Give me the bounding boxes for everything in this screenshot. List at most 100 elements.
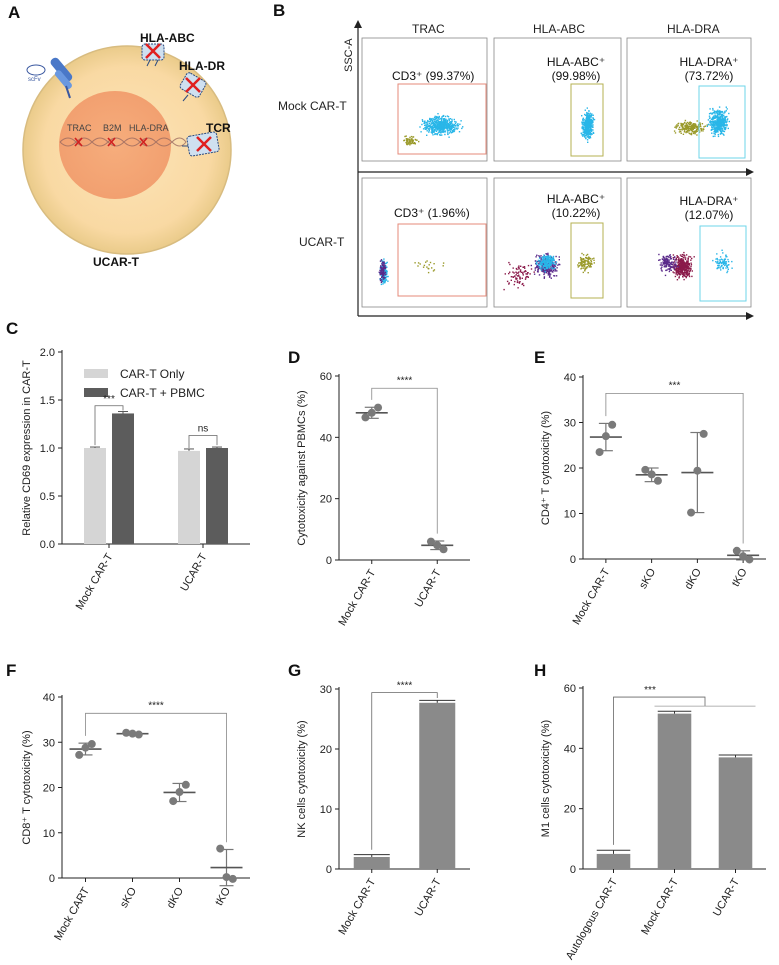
event-dot bbox=[448, 129, 450, 131]
event-dot bbox=[553, 266, 555, 268]
event-dot bbox=[540, 264, 542, 267]
event-dot bbox=[718, 128, 721, 130]
event-dot bbox=[669, 265, 671, 268]
event-dot bbox=[590, 262, 592, 264]
event-dot bbox=[708, 113, 711, 115]
event-dot bbox=[415, 139, 417, 141]
event-dot bbox=[450, 122, 452, 124]
legend-label: CAR-T + PBMC bbox=[120, 386, 205, 400]
event-dot bbox=[678, 257, 680, 259]
event-dot bbox=[546, 264, 548, 267]
marker-hla-dr: HLA-DR bbox=[179, 59, 225, 73]
event-dot bbox=[718, 118, 720, 121]
event-dot bbox=[591, 263, 593, 265]
event-dot bbox=[544, 265, 546, 268]
x-tick-label: UCAR-T bbox=[413, 876, 444, 918]
event-dot bbox=[441, 129, 443, 131]
event-dot bbox=[674, 132, 677, 134]
flow-plot-frame bbox=[361, 177, 488, 308]
event-dot bbox=[542, 257, 545, 259]
event-dot bbox=[660, 269, 663, 271]
data-point bbox=[601, 432, 610, 441]
event-dot bbox=[522, 272, 524, 275]
event-dot bbox=[721, 127, 723, 129]
event-dot bbox=[436, 133, 439, 136]
event-dot bbox=[512, 271, 514, 273]
event-dot bbox=[581, 115, 583, 117]
event-dot bbox=[539, 263, 541, 265]
event-dot bbox=[443, 122, 446, 124]
event-dot bbox=[386, 266, 388, 268]
event-dot bbox=[457, 123, 459, 125]
event-dot bbox=[720, 110, 722, 113]
event-dot bbox=[543, 271, 545, 273]
event-dot bbox=[543, 273, 545, 276]
event-dot bbox=[405, 138, 408, 140]
event-dot bbox=[404, 135, 406, 138]
event-dot bbox=[442, 115, 444, 117]
event-dot bbox=[674, 259, 677, 261]
event-dot bbox=[588, 121, 590, 123]
event-dot bbox=[676, 274, 679, 276]
event-dot bbox=[714, 127, 717, 129]
event-dot bbox=[721, 129, 724, 131]
event-dot bbox=[723, 121, 725, 124]
event-dot bbox=[592, 124, 594, 126]
event-dot bbox=[433, 131, 435, 133]
event-dot bbox=[439, 130, 441, 133]
event-dot bbox=[449, 118, 452, 120]
event-dot bbox=[379, 272, 381, 274]
event-dot bbox=[557, 264, 559, 266]
event-dot bbox=[552, 264, 554, 266]
event-dot bbox=[457, 127, 459, 129]
event-dot bbox=[538, 264, 540, 266]
event-dot bbox=[509, 271, 511, 273]
event-dot bbox=[685, 269, 688, 271]
event-dot bbox=[558, 259, 560, 261]
event-dot bbox=[541, 256, 543, 259]
event-dot bbox=[671, 263, 673, 266]
b-y-arrow-top bbox=[354, 20, 362, 28]
event-dot bbox=[381, 280, 383, 283]
event-dot bbox=[429, 261, 432, 264]
event-dot bbox=[584, 259, 586, 261]
x-tick-label: sKO bbox=[637, 566, 658, 591]
y-tick-label: 0 bbox=[326, 864, 332, 876]
event-dot bbox=[679, 271, 681, 273]
event-dot bbox=[717, 124, 719, 126]
event-dot bbox=[549, 257, 551, 259]
event-dot bbox=[586, 114, 588, 116]
event-dot bbox=[677, 124, 679, 127]
y-axis-label: NK cells cytotoxicity (%) bbox=[296, 720, 308, 837]
event-dot bbox=[383, 279, 386, 281]
event-dot bbox=[508, 282, 510, 284]
event-dot bbox=[717, 131, 719, 133]
event-dot bbox=[710, 118, 713, 121]
event-dot bbox=[552, 255, 555, 258]
event-dot bbox=[549, 269, 551, 271]
event-dot bbox=[542, 265, 545, 267]
event-dot bbox=[378, 271, 380, 273]
event-dot bbox=[381, 277, 384, 279]
event-dot bbox=[702, 130, 704, 132]
event-dot bbox=[447, 126, 450, 128]
event-dot bbox=[449, 121, 452, 123]
panel-b: B SSC-A TRAC HLA-ABC HLA-DRA Mock CAR-T … bbox=[273, 1, 754, 320]
event-dot bbox=[684, 121, 686, 124]
event-dot bbox=[540, 255, 542, 257]
gene-b2m: B2M bbox=[103, 123, 122, 133]
event-dot bbox=[555, 263, 557, 266]
event-dot bbox=[517, 266, 520, 269]
event-dot bbox=[446, 124, 448, 126]
event-dot bbox=[438, 118, 440, 120]
event-dot bbox=[547, 260, 549, 263]
event-dot bbox=[592, 131, 595, 134]
event-dot bbox=[432, 131, 434, 133]
event-dot bbox=[718, 262, 721, 265]
event-dot bbox=[665, 255, 667, 258]
event-dot bbox=[697, 127, 699, 129]
event-dot bbox=[687, 127, 690, 129]
flow-plot-frame bbox=[493, 37, 622, 162]
flow-plot-frame bbox=[493, 177, 622, 308]
